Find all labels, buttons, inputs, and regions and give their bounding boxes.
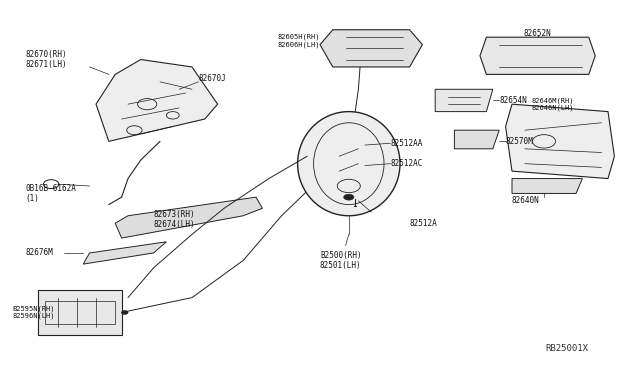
Polygon shape (320, 30, 422, 67)
Polygon shape (115, 197, 262, 238)
Text: 82570M: 82570M (506, 137, 533, 146)
Polygon shape (512, 179, 582, 193)
Circle shape (122, 311, 128, 314)
Text: 82640N: 82640N (512, 196, 540, 205)
Polygon shape (38, 290, 122, 335)
Circle shape (344, 194, 354, 200)
Text: 82670(RH)
82671(LH): 82670(RH) 82671(LH) (26, 50, 67, 69)
Polygon shape (506, 104, 614, 179)
Text: B2595N(RH)
82596N(LH): B2595N(RH) 82596N(LH) (13, 305, 55, 320)
Polygon shape (83, 242, 166, 264)
Text: B2500(RH)
82501(LH): B2500(RH) 82501(LH) (320, 251, 362, 270)
Ellipse shape (298, 112, 400, 216)
Circle shape (358, 41, 365, 45)
Text: 82676M: 82676M (26, 248, 53, 257)
Polygon shape (96, 60, 218, 141)
Text: 82646M(RH)
82646N(LH): 82646M(RH) 82646N(LH) (531, 97, 573, 111)
Text: 82512AC: 82512AC (390, 159, 423, 168)
Text: 0B16B-6162A
(1): 0B16B-6162A (1) (26, 184, 76, 203)
Text: 82673(RH)
82674(LH): 82673(RH) 82674(LH) (154, 210, 195, 229)
Text: 82654N: 82654N (499, 96, 527, 105)
Text: 82652N: 82652N (524, 29, 552, 38)
Text: 82605H(RH)
82606H(LH): 82605H(RH) 82606H(LH) (278, 34, 320, 48)
Text: 82512A: 82512A (410, 219, 437, 228)
Polygon shape (480, 37, 595, 74)
Text: RB25001X: RB25001X (546, 344, 589, 353)
Polygon shape (454, 130, 499, 149)
Text: 82670J: 82670J (198, 74, 226, 83)
Polygon shape (435, 89, 493, 112)
Text: 82512AA: 82512AA (390, 139, 423, 148)
